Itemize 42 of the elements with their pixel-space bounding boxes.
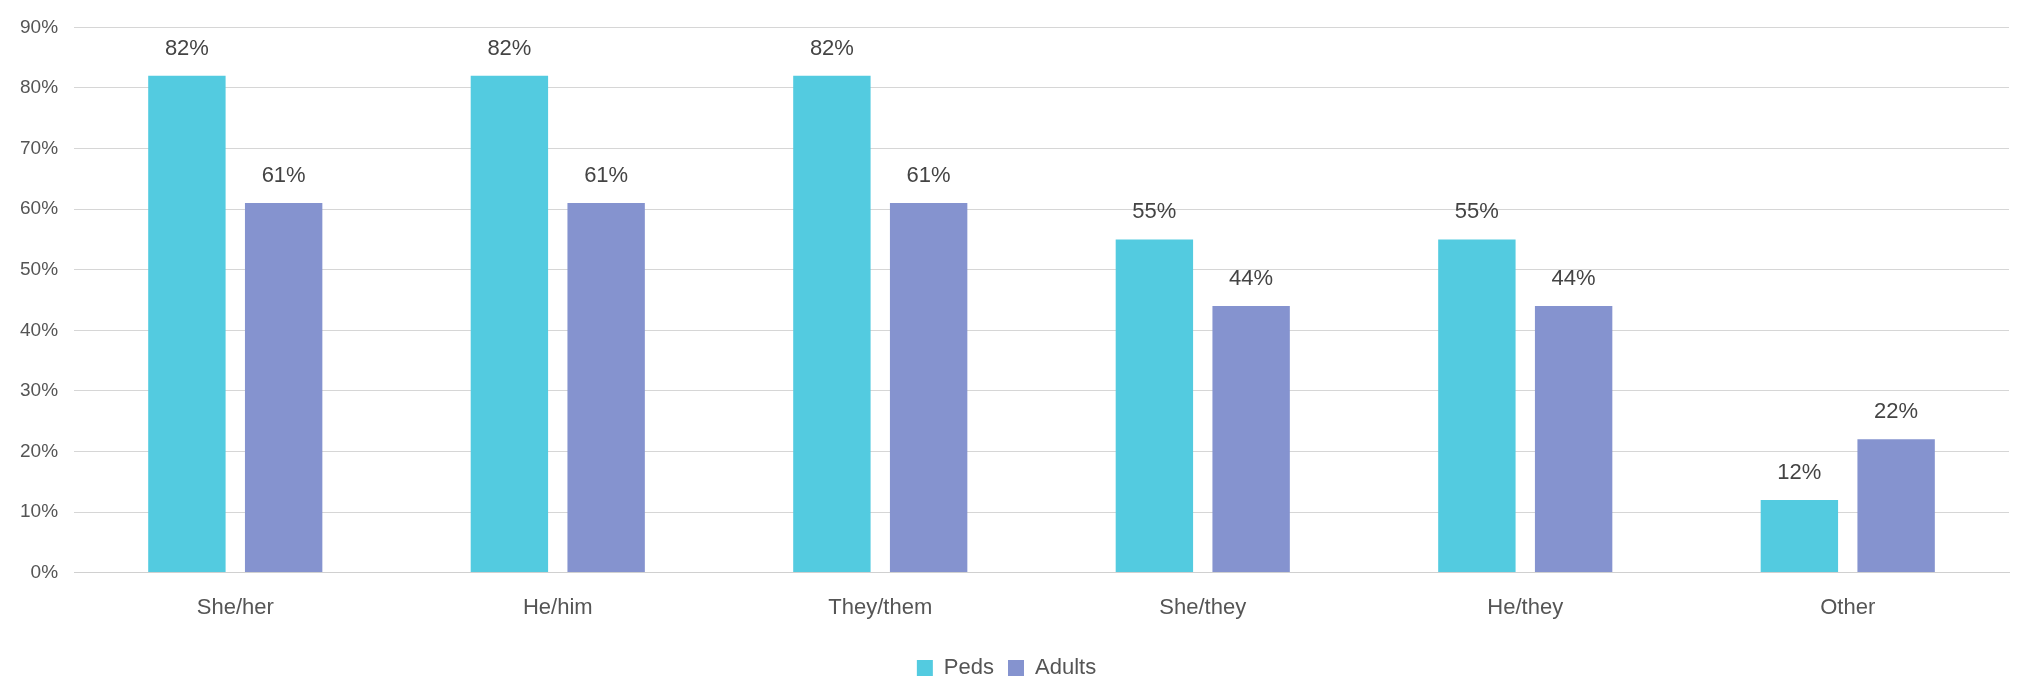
data-label: 61% — [906, 162, 951, 188]
bar — [1438, 239, 1516, 573]
x-tick-label: Other — [1820, 593, 1876, 619]
y-tick-label: 50% — [20, 257, 59, 279]
y-tick-label: 60% — [20, 197, 59, 219]
data-label: 82% — [809, 34, 854, 60]
y-tick-label: 70% — [20, 136, 59, 158]
legend-label: Peds — [943, 654, 995, 680]
x-tick-label: She/they — [1159, 593, 1247, 619]
bar — [1857, 439, 1935, 573]
x-tick-label: They/them — [828, 593, 933, 619]
y-tick-label: 90% — [20, 15, 59, 37]
x-tick-label: He/him — [522, 593, 593, 619]
data-label: 22% — [1874, 398, 1919, 424]
data-label: 61% — [261, 162, 306, 188]
data-label: 55% — [1454, 198, 1499, 224]
data-label: 44% — [1551, 265, 1596, 291]
x-tick-label: He/they — [1487, 593, 1564, 619]
bar — [567, 203, 645, 573]
bar — [1212, 306, 1290, 573]
data-label: 82% — [487, 34, 532, 60]
data-label: 12% — [1777, 458, 1822, 484]
y-tick-label: 10% — [20, 500, 59, 522]
data-label: 44% — [1229, 265, 1274, 291]
bar — [889, 203, 968, 573]
y-tick-label: 80% — [20, 76, 59, 98]
legend-label: Adults — [1035, 654, 1097, 680]
x-tick-label: She/her — [196, 593, 274, 619]
y-tick-label: 0% — [30, 560, 59, 582]
data-label: 55% — [1132, 198, 1177, 224]
bar — [1760, 499, 1839, 573]
data-label: 61% — [584, 162, 629, 188]
y-tick-label: 20% — [20, 439, 59, 461]
bar — [793, 75, 871, 573]
bar — [148, 75, 226, 573]
y-tick-label: 30% — [20, 379, 59, 401]
y-tick-label: 40% — [20, 318, 59, 340]
bar — [1534, 306, 1613, 573]
data-label: 82% — [164, 34, 209, 60]
bar — [1115, 239, 1194, 573]
bar — [470, 75, 549, 573]
bar — [244, 203, 323, 573]
